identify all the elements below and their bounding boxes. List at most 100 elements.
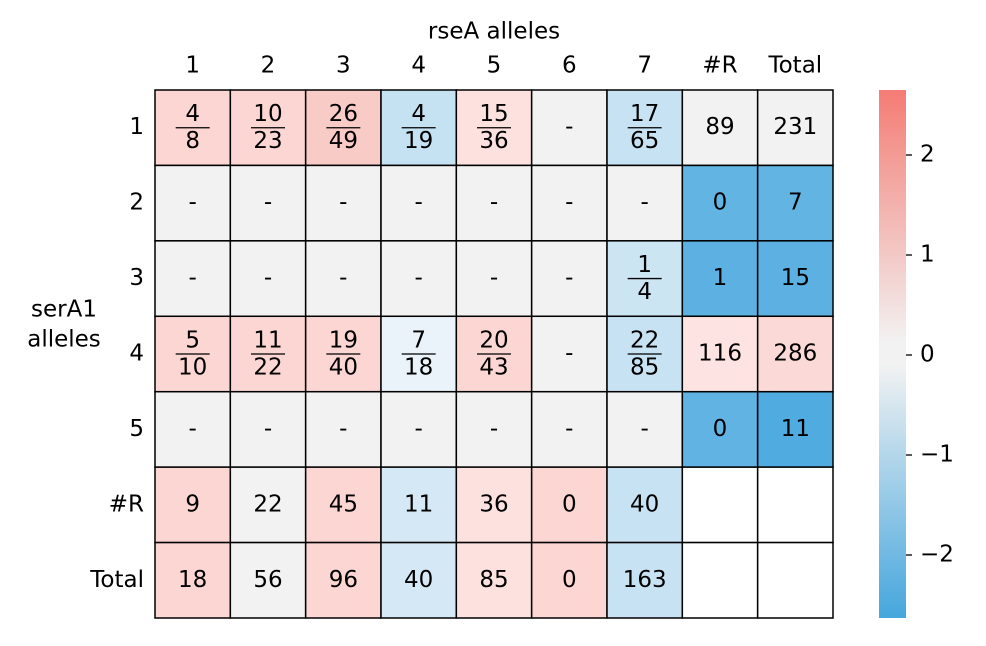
- cell-value: -: [189, 416, 197, 442]
- cell-value: -: [490, 190, 498, 216]
- denominator: 23: [253, 128, 282, 154]
- cell: [530, 541, 608, 619]
- cell: [756, 466, 834, 544]
- cell-value: -: [264, 265, 272, 291]
- numerator: 15: [479, 101, 508, 127]
- cell-value: 15: [781, 265, 810, 291]
- column-label: 5: [487, 53, 502, 79]
- cell-value: -: [415, 190, 423, 216]
- cell-value: -: [641, 416, 649, 442]
- denominator: 65: [630, 128, 659, 154]
- colorbar-tick-label: −2: [920, 542, 954, 568]
- cell: [756, 240, 834, 318]
- cell: [154, 466, 232, 544]
- numerator: 5: [185, 328, 200, 354]
- cell-value: 22: [253, 491, 282, 517]
- numerator: 26: [329, 101, 358, 127]
- cell-value: -: [264, 190, 272, 216]
- cell: [229, 466, 307, 544]
- cell-value: 11: [404, 491, 433, 517]
- denominator: 40: [329, 355, 358, 381]
- denominator: 43: [479, 355, 508, 381]
- cell-value: 40: [630, 491, 659, 517]
- numerator: 4: [411, 101, 426, 127]
- cell-value: 85: [479, 567, 508, 593]
- cell-value: 40: [404, 567, 433, 593]
- column-label: 3: [336, 53, 351, 79]
- cell-value: -: [415, 265, 423, 291]
- row-label: Total: [89, 567, 144, 593]
- cell-value: 0: [713, 190, 728, 216]
- column-label: 1: [185, 53, 200, 79]
- colorbar-tick-label: 1: [920, 242, 935, 268]
- cell: [681, 541, 759, 619]
- cell-value: -: [565, 114, 573, 140]
- cell-value: 56: [253, 567, 282, 593]
- cell: [154, 541, 232, 619]
- cell: [756, 315, 834, 393]
- cell: [304, 164, 382, 242]
- cell: [229, 541, 307, 619]
- cell: [681, 390, 759, 468]
- column-label: Total: [767, 53, 822, 79]
- cell: [606, 541, 684, 619]
- cell: [530, 240, 608, 318]
- cell: [304, 466, 382, 544]
- cell-value: 9: [185, 491, 200, 517]
- cell: [304, 240, 382, 318]
- numerator: 19: [329, 328, 358, 354]
- cell: [530, 315, 608, 393]
- cell-value: 0: [562, 567, 577, 593]
- denominator: 36: [479, 128, 508, 154]
- cell-value: 116: [698, 341, 742, 367]
- cell: [304, 390, 382, 468]
- cell: [455, 466, 533, 544]
- cell: [756, 390, 834, 468]
- row-label: 2: [129, 190, 144, 216]
- cell: [455, 240, 533, 318]
- numerator: 17: [630, 101, 659, 127]
- cell: [154, 390, 232, 468]
- cell: [756, 164, 834, 242]
- cell-value: 1: [713, 265, 728, 291]
- denominator: 18: [404, 355, 433, 381]
- cell-value: 0: [713, 416, 728, 442]
- denominator: 19: [404, 128, 433, 154]
- cell-value: 163: [623, 567, 667, 593]
- cell-value: 286: [773, 341, 817, 367]
- cell-value: 11: [781, 416, 810, 442]
- row-label: #R: [109, 491, 144, 517]
- cell-value: -: [565, 341, 573, 367]
- cell-value: -: [490, 265, 498, 291]
- cell-value: -: [189, 265, 197, 291]
- cell: [380, 164, 458, 242]
- cell: [681, 89, 759, 167]
- cell-value: -: [565, 190, 573, 216]
- row-label: 4: [129, 341, 144, 367]
- denominator: 85: [630, 355, 659, 381]
- denominator: 4: [637, 279, 652, 305]
- cell: [756, 541, 834, 619]
- cell-value: -: [339, 190, 347, 216]
- column-label: 2: [261, 53, 276, 79]
- numerator: 11: [253, 328, 282, 354]
- cell-value: -: [565, 265, 573, 291]
- cell-value: 0: [562, 491, 577, 517]
- cell: [229, 164, 307, 242]
- cell: [380, 541, 458, 619]
- cell: [530, 390, 608, 468]
- cell: [530, 466, 608, 544]
- denominator: 22: [253, 355, 282, 381]
- numerator: 20: [479, 328, 508, 354]
- cell: [606, 466, 684, 544]
- cell: [606, 390, 684, 468]
- cell: [154, 164, 232, 242]
- row-axis-title: alleles: [27, 327, 101, 353]
- column-label: #R: [702, 53, 737, 79]
- cell-value: -: [264, 416, 272, 442]
- cell-value: 231: [773, 114, 817, 140]
- cell: [455, 541, 533, 619]
- column-label: 7: [637, 53, 652, 79]
- cell-value: 18: [178, 567, 207, 593]
- cell-value: -: [641, 190, 649, 216]
